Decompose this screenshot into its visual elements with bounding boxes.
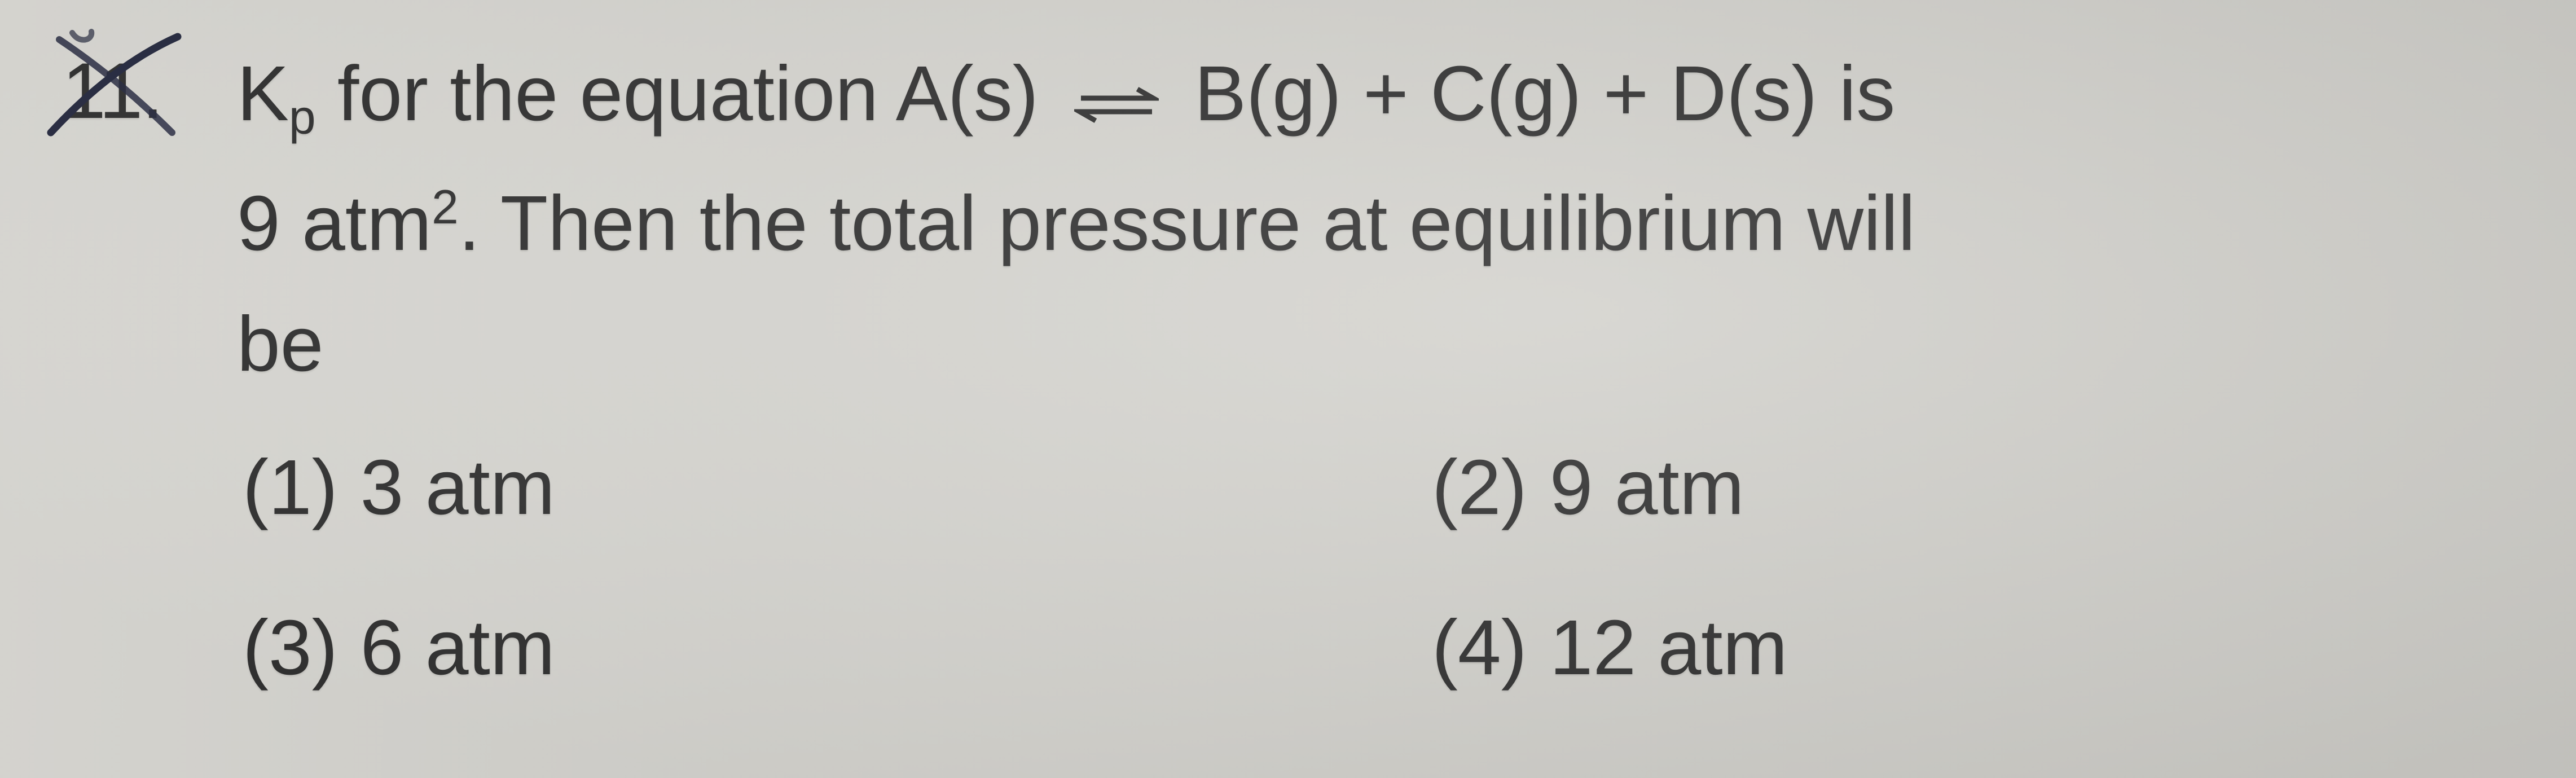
q2-sup: 2	[432, 181, 459, 234]
q1-rhs: B(g) + C(g) + D(s) is	[1173, 50, 1895, 137]
option-2-text: 9 atm	[1550, 428, 1744, 548]
question-line-1: Kp for the equation A(s) B(g) + C(g) + D…	[237, 34, 2508, 164]
option-3-num: (3)	[243, 588, 338, 709]
option-4[interactable]: (4) 12 atm	[1432, 588, 2508, 709]
option-3[interactable]: (3) 6 atm	[243, 588, 1319, 709]
option-4-text: 12 atm	[1550, 588, 1788, 709]
option-2[interactable]: (2) 9 atm	[1432, 428, 2508, 548]
option-3-text: 6 atm	[361, 588, 555, 709]
question-body: Kp for the equation A(s) B(g) + C(g) + D…	[237, 34, 2508, 709]
question-number-block: 11.	[45, 34, 203, 169]
kp-sub: p	[289, 91, 316, 144]
question-line-3: be	[237, 284, 2508, 405]
option-1[interactable]: (1) 3 atm	[243, 428, 1319, 548]
option-2-num: (2)	[1432, 428, 1527, 548]
option-1-num: (1)	[243, 428, 338, 548]
exam-page: 11. Kp for the equation A(s) B(g) + C(g)…	[0, 0, 2576, 778]
option-1-text: 3 atm	[361, 428, 555, 548]
q2-b: . Then the total pressure at equilibrium…	[459, 180, 1915, 267]
option-4-num: (4)	[1432, 588, 1527, 709]
options-grid: (1) 3 atm (2) 9 atm (3) 6 atm (4) 12 atm	[237, 428, 2508, 709]
kp-k: K	[237, 50, 289, 137]
q2-a: 9 atm	[237, 180, 432, 267]
question-line-2: 9 atm2. Then the total pressure at equil…	[237, 164, 2508, 284]
equilibrium-arrows-icon	[1074, 43, 1159, 164]
question-number: 11.	[62, 45, 162, 137]
question-row: 11. Kp for the equation A(s) B(g) + C(g)…	[45, 34, 2508, 709]
q1-mid: for the equation A(s)	[316, 50, 1060, 137]
